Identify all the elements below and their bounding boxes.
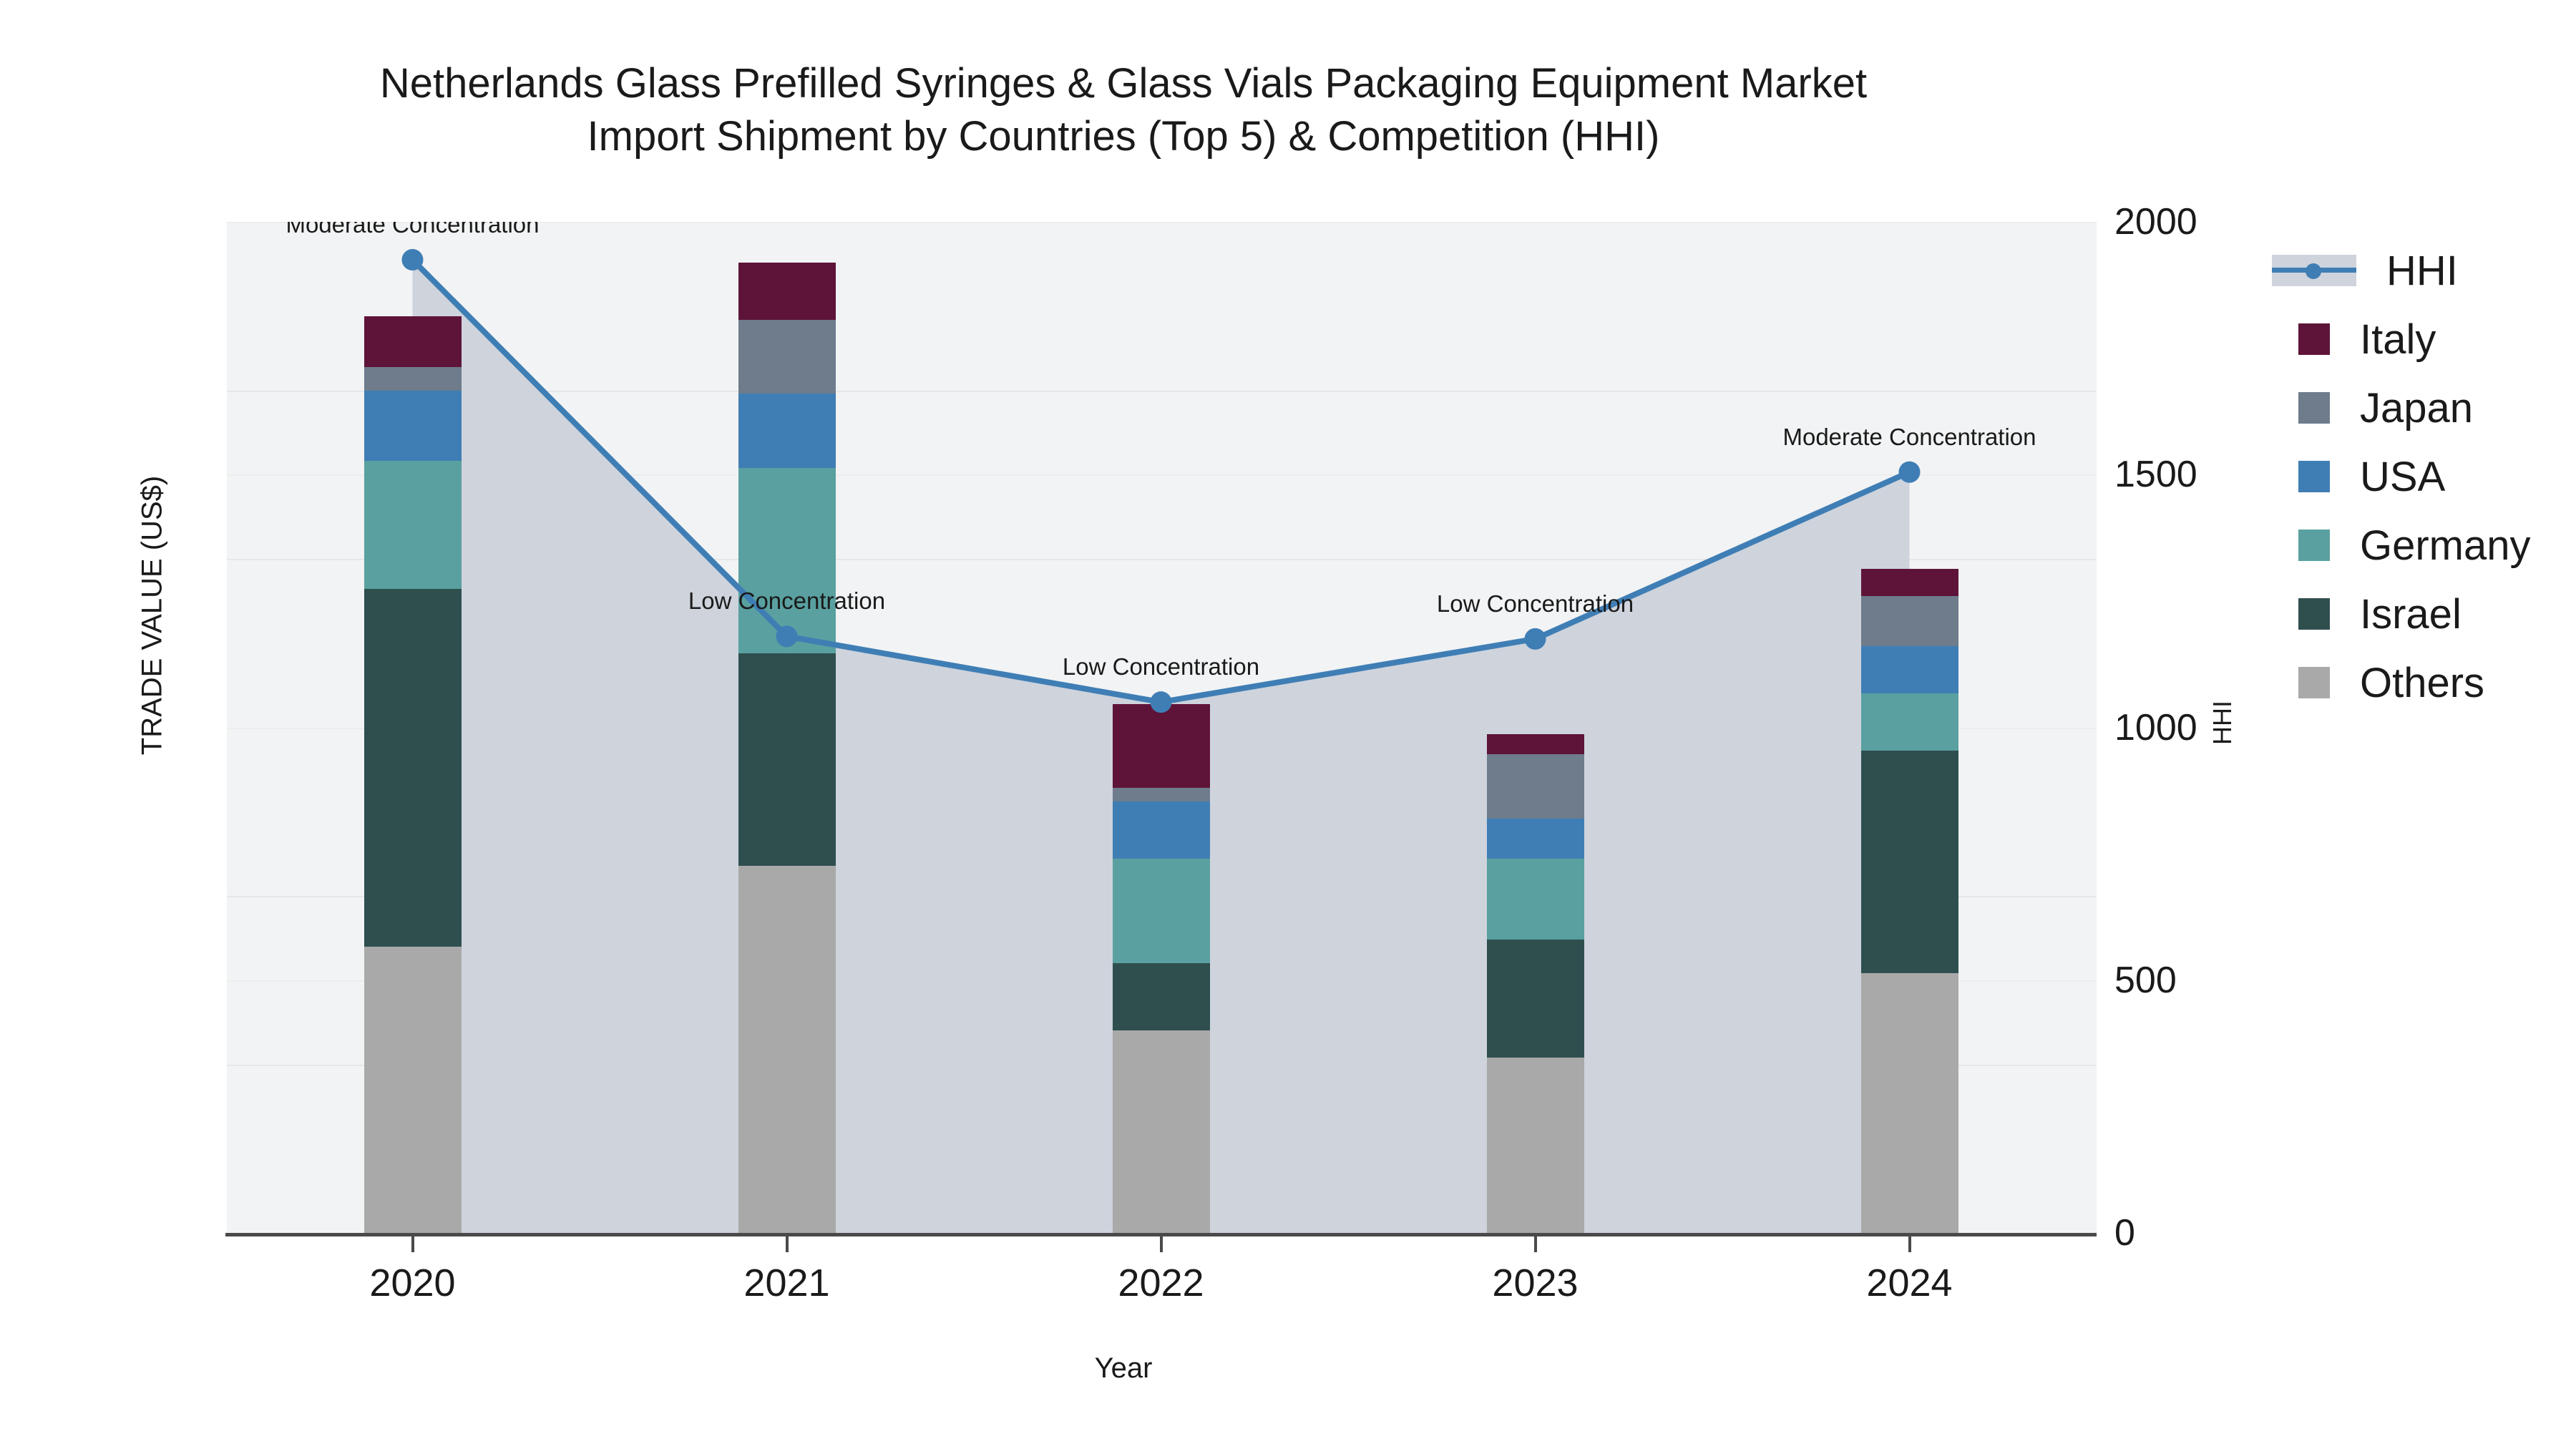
x-axis-tick-mark xyxy=(1533,1236,1537,1252)
bar-segment[interactable] xyxy=(738,394,836,468)
concentration-annotation: Low Concentration xyxy=(688,587,886,615)
bar-segment[interactable] xyxy=(1860,751,1958,974)
x-axis-tick-label: 2022 xyxy=(1118,1262,1204,1304)
chart-title-line-1: Netherlands Glass Prefilled Syringes & G… xyxy=(379,60,1868,107)
x-axis-tick-mark xyxy=(1159,1236,1163,1252)
hhi-data-point[interactable] xyxy=(1524,628,1546,650)
concentration-annotation: Moderate Concentration xyxy=(286,222,540,238)
bar-segment[interactable] xyxy=(1860,973,1958,1233)
hhi-data-point[interactable] xyxy=(776,625,798,648)
x-axis-line xyxy=(225,1233,2097,1236)
legend-color-swatch-icon xyxy=(2298,323,2330,355)
bar-segment[interactable] xyxy=(738,262,836,320)
bar-segment[interactable] xyxy=(364,316,462,367)
bar-segment[interactable] xyxy=(1112,1030,1210,1233)
legend-item[interactable]: Italy xyxy=(2272,305,2531,374)
legend-color-swatch-icon xyxy=(2298,530,2330,561)
bar-segment[interactable] xyxy=(1112,963,1210,1031)
legend-color-swatch-icon xyxy=(2298,461,2330,492)
bar-segment[interactable] xyxy=(738,653,836,866)
bar-segment[interactable] xyxy=(1486,733,1584,755)
legend-item-label: Italy xyxy=(2360,316,2436,363)
legend-color-swatch-icon xyxy=(2298,392,2330,424)
legend-item-label: Japan xyxy=(2360,384,2474,431)
secondary-y-axis-tick-label: 1000 xyxy=(2114,706,2197,748)
legend-item-label: Germany xyxy=(2360,522,2531,569)
bar-segment[interactable] xyxy=(738,319,836,394)
bar-segment[interactable] xyxy=(1486,859,1584,940)
legend-item-label: Israel xyxy=(2360,590,2462,638)
legend-item[interactable]: USA xyxy=(2272,442,2531,511)
chart-title: Netherlands Glass Prefilled Syringes & G… xyxy=(0,57,2247,163)
x-axis-tick-label: 2020 xyxy=(369,1262,456,1304)
legend-item-label: HHI xyxy=(2386,247,2458,294)
bar-segment[interactable] xyxy=(738,865,836,1233)
legend-item[interactable]: Japan xyxy=(2272,374,2531,442)
hhi-line xyxy=(401,248,1921,713)
hhi-line-path xyxy=(410,258,1911,706)
secondary-y-axis-tick-label: 2000 xyxy=(2114,201,2197,243)
gridline-secondary xyxy=(225,474,2097,477)
bar-segment[interactable] xyxy=(1486,818,1584,859)
legend-color-swatch-icon xyxy=(2298,667,2330,698)
concentration-annotation: Low Concentration xyxy=(1062,653,1260,680)
bar-segment[interactable] xyxy=(1486,1058,1584,1233)
legend-item-label: Others xyxy=(2360,659,2485,706)
bar-segment[interactable] xyxy=(1860,569,1958,596)
bar-segment[interactable] xyxy=(1112,859,1210,964)
legend-color-swatch-icon xyxy=(2298,598,2330,630)
bar-segment[interactable] xyxy=(1112,788,1210,802)
bar-segment[interactable] xyxy=(1860,693,1958,751)
x-axis-tick-label: 2021 xyxy=(743,1262,830,1304)
chart-legend: HHI Italy Japan USA Germany Israel Others xyxy=(2272,236,2531,717)
bar-segment[interactable] xyxy=(738,467,836,653)
bar-segment[interactable] xyxy=(364,390,462,462)
secondary-y-axis-label: HHI xyxy=(2207,701,2237,745)
bar-segment[interactable] xyxy=(1112,801,1210,859)
hhi-data-point[interactable] xyxy=(1150,691,1172,713)
legend-item[interactable]: Others xyxy=(2272,648,2531,717)
legend-item[interactable]: Israel xyxy=(2272,580,2531,648)
bar-segment[interactable] xyxy=(1860,595,1958,647)
bar-stack[interactable] xyxy=(364,316,462,1233)
hhi-data-point[interactable] xyxy=(401,248,424,270)
bar-segment[interactable] xyxy=(1860,646,1958,694)
secondary-y-axis-tick-label: 1500 xyxy=(2114,454,2197,496)
x-axis-tick-mark xyxy=(1908,1236,1911,1252)
bar-segment[interactable] xyxy=(364,946,462,1233)
x-axis-label: Year xyxy=(1094,1352,1153,1384)
hhi-data-point[interactable] xyxy=(1898,461,1921,483)
legend-item[interactable]: Germany xyxy=(2272,511,2531,580)
bar-segment[interactable] xyxy=(1486,940,1584,1058)
bar-segment[interactable] xyxy=(1486,754,1584,819)
bar-stack[interactable] xyxy=(1860,569,1958,1233)
gridline xyxy=(225,390,2097,392)
bar-stack[interactable] xyxy=(1486,733,1584,1233)
secondary-y-axis-tick-label: 500 xyxy=(2114,959,2177,1001)
bar-segment[interactable] xyxy=(364,589,462,947)
bar-segment[interactable] xyxy=(364,366,462,391)
x-axis-tick-label: 2024 xyxy=(1866,1262,1953,1304)
gridline xyxy=(225,559,2097,560)
gridline-secondary xyxy=(225,222,2097,223)
concentration-annotation: Moderate Concentration xyxy=(1782,423,2036,450)
chart-title-line-2: Import Shipment by Countries (Top 5) & C… xyxy=(587,113,1660,160)
bar-segment[interactable] xyxy=(364,461,462,590)
y-axis-label: TRADE VALUE (US$) xyxy=(136,475,168,756)
concentration-annotation: Low Concentration xyxy=(1436,590,1634,617)
legend-line-marker-icon xyxy=(2272,255,2356,286)
x-axis-tick-label: 2023 xyxy=(1492,1262,1579,1304)
x-axis-tick-mark xyxy=(785,1236,789,1252)
x-axis-tick-mark xyxy=(411,1236,414,1252)
legend-item-label: USA xyxy=(2360,453,2446,500)
bar-stack[interactable] xyxy=(1112,703,1210,1233)
secondary-y-axis-tick-label: 0 xyxy=(2114,1212,2135,1254)
bar-stack[interactable] xyxy=(738,262,836,1233)
bar-segment[interactable] xyxy=(1112,703,1210,789)
y-axis-line xyxy=(224,222,227,1234)
legend-item[interactable]: HHI xyxy=(2272,236,2531,305)
plot-area: Moderate Concentration Low Concentration L… xyxy=(225,222,2097,1233)
